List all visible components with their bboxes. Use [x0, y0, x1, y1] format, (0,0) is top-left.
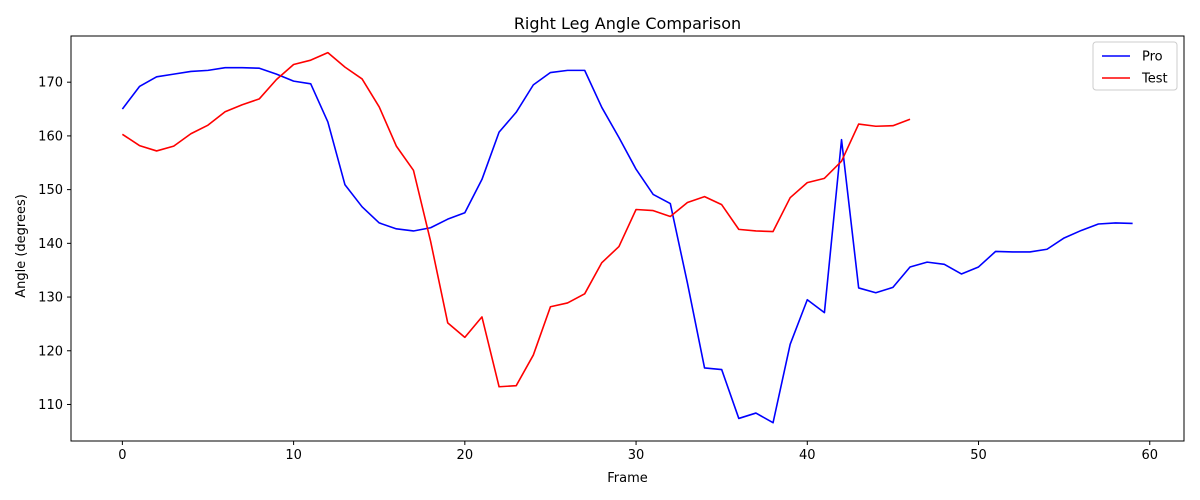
x-axis-title: Frame	[607, 471, 648, 486]
x-tick-label: 0	[118, 448, 126, 463]
x-tick-label: 20	[457, 448, 474, 463]
x-tick-label: 30	[628, 448, 645, 463]
y-tick-label: 110	[38, 398, 63, 413]
series-line-pro	[121, 66, 1133, 424]
chart-title: Right Leg Angle Comparison	[514, 14, 741, 33]
y-axis-title: Angle (degrees)	[14, 194, 29, 298]
y-axis-ticks: 110 120 130 140 150 160 170	[38, 76, 71, 413]
series-line-test	[121, 51, 911, 388]
y-tick-label: 150	[38, 183, 63, 198]
y-tick-label: 170	[38, 76, 63, 91]
legend-label-test: Test	[1141, 72, 1168, 87]
x-tick-label: 10	[285, 448, 302, 463]
plot-area: 0 10 20 30 40 50 60 110 120 130 140 150 160 170	[38, 35, 1185, 463]
legend-label-pro: Pro	[1142, 50, 1163, 65]
y-tick-label: 130	[38, 291, 63, 306]
y-tick-label: 120	[38, 344, 63, 359]
series-lines	[121, 51, 1133, 424]
y-tick-label: 140	[38, 237, 63, 252]
plot-frame	[70, 35, 1185, 442]
y-tick-label: 160	[38, 129, 63, 144]
x-tick-label: 40	[799, 448, 816, 463]
x-tick-label: 50	[970, 448, 987, 463]
x-tick-label: 60	[1141, 448, 1158, 463]
x-axis-ticks: 0 10 20 30 40 50 60	[118, 441, 1158, 463]
legend: Pro Test	[1092, 41, 1178, 91]
